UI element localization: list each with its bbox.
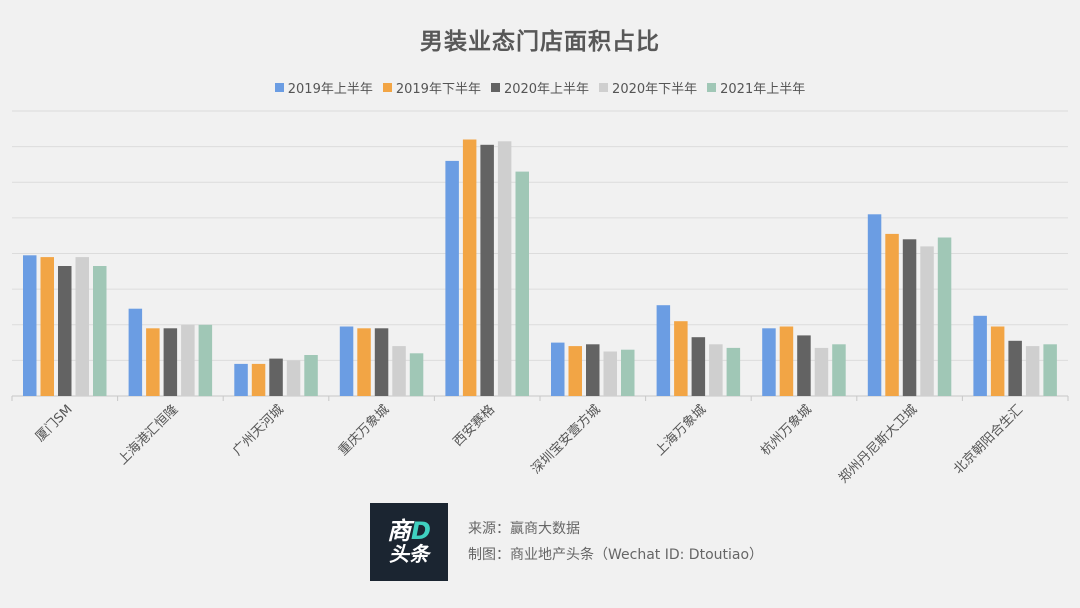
bar [40, 257, 54, 396]
bar [551, 342, 565, 396]
legend-label: 2019年下半年 [395, 82, 481, 97]
bar [304, 355, 318, 396]
x-tick-label: 广州天河城 [230, 402, 287, 459]
bar [23, 255, 37, 396]
x-tick-label: 杭州万象城 [758, 402, 815, 459]
legend-label: 2020年上半年 [503, 82, 590, 97]
legend-swatch [274, 83, 284, 92]
bar [691, 337, 706, 396]
bar [1043, 344, 1057, 396]
x-tick-label: 上海万象城 [653, 402, 710, 459]
bar [867, 214, 882, 396]
bar [374, 328, 389, 396]
bar [409, 353, 424, 397]
bar [234, 363, 248, 396]
bar [93, 266, 107, 396]
bar [163, 328, 178, 396]
bar [1008, 340, 1022, 396]
bar [357, 328, 371, 396]
bar [621, 349, 635, 396]
bar [1025, 346, 1040, 396]
bar [797, 335, 811, 396]
bar [990, 326, 1005, 396]
bar [480, 144, 494, 396]
legend-item: 2021年上半年 [707, 78, 805, 97]
logo-text-d: D [411, 516, 431, 545]
bar [497, 141, 512, 396]
bar [515, 171, 529, 396]
bar [814, 347, 829, 396]
x-tick-label: 深圳宝安壹方城 [528, 402, 604, 478]
bar [902, 239, 917, 397]
bar [286, 360, 301, 396]
legend-label: 2019年上半年 [287, 82, 373, 97]
legend-swatch [707, 83, 717, 92]
x-tick-label: 西安赛格 [450, 402, 498, 450]
x-tick-label: 厦门SM [33, 402, 76, 445]
bar [885, 233, 899, 396]
bar [128, 308, 143, 396]
bar [445, 160, 459, 396]
credit-note: 制图：商业地产头条（Wechat ID: Dtoutiao） [468, 547, 764, 563]
source-note: 来源：赢商大数据 [468, 521, 580, 537]
bar [181, 324, 195, 397]
x-tick-label: 重庆万象城 [335, 402, 392, 459]
footer: 商D 头条 来源：赢商大数据 制图：商业地产头条（Wechat ID: Dtou… [370, 503, 763, 581]
legend-swatch [599, 83, 609, 92]
bar [709, 344, 723, 396]
bar [586, 344, 600, 396]
bar [392, 346, 406, 396]
legend-label: 2020年下半年 [612, 82, 698, 97]
bar [674, 321, 688, 396]
legend-item: 2020年上半年 [490, 78, 590, 97]
bar [269, 358, 283, 396]
bar [339, 326, 354, 396]
bar [603, 351, 617, 396]
x-tick-label: 郑州丹尼斯大卫城 [836, 402, 920, 486]
bar [656, 305, 671, 396]
legend-item: 2019年上半年 [274, 78, 373, 97]
legend-swatch [382, 83, 392, 92]
bar [937, 237, 952, 396]
bar [920, 246, 934, 396]
bar [146, 328, 160, 396]
bar [568, 346, 582, 396]
legend-swatch [490, 83, 500, 92]
x-tick-label: 上海港汇恒隆 [115, 402, 181, 468]
legend-label: 2021年上半年 [720, 82, 806, 97]
bar [75, 257, 89, 396]
legend: 2019年上半年 2019年下半年 2020年上半年 2020年下半年 2021年上半年 [0, 78, 1080, 97]
logo-text-shang: 商 [387, 516, 412, 545]
bar [58, 266, 72, 396]
bar [251, 363, 266, 396]
x-tick-label: 北京朝阳合生汇 [951, 402, 1026, 477]
bar [762, 328, 776, 396]
bar [832, 344, 846, 396]
bar [726, 347, 741, 396]
logo-text-toutiao: 头条 [389, 542, 429, 567]
brand-logo: 商D 头条 [370, 503, 448, 581]
bar [779, 326, 794, 396]
bar [973, 315, 987, 396]
bar [198, 324, 213, 397]
legend-item: 2019年下半年 [382, 78, 481, 97]
chart-title: 男装业态门店面积占比 [420, 29, 660, 55]
legend-item: 2020年下半年 [599, 78, 697, 97]
bar [462, 139, 477, 396]
